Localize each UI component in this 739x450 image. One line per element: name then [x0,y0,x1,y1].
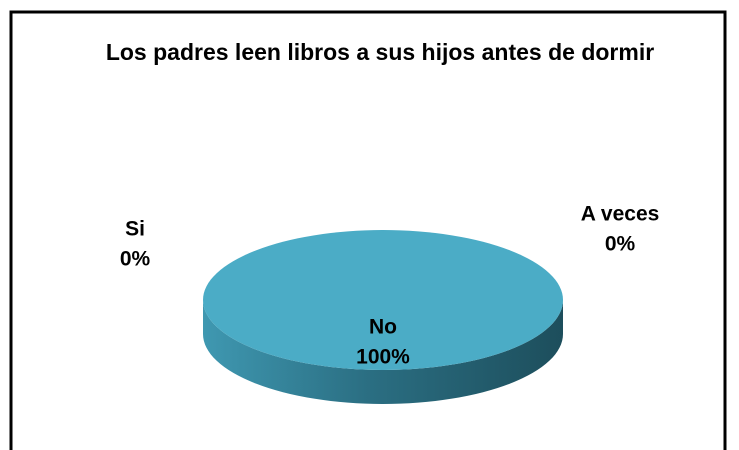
slice-label: Si [125,218,145,241]
slice-label: A veces [581,203,660,226]
pie-side [203,300,563,404]
slice-label: No [369,316,397,339]
slice-value-label: 0% [120,248,151,271]
slice-value-label: 0% [605,233,636,256]
pie-slice [203,230,563,370]
slice-value-label: 100% [356,346,410,369]
chart-frame [9,10,727,450]
chart-title: Los padres leen libros a sus hijos antes… [105,39,655,65]
